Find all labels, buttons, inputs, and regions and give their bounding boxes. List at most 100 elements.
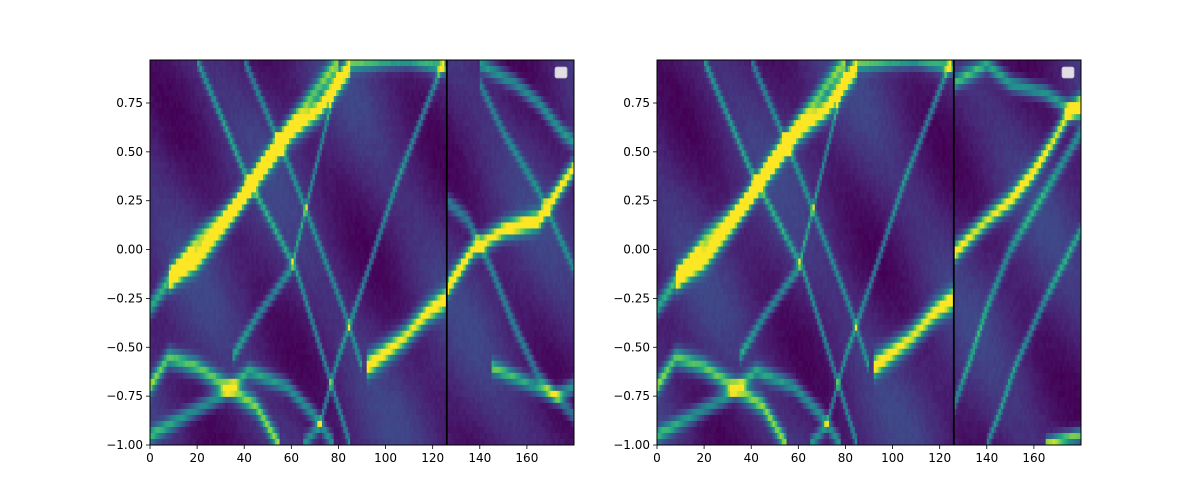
heatmap-cell (199, 204, 203, 211)
heatmap-cell (173, 60, 177, 67)
heatmap-cell (197, 390, 200, 398)
heatmap-cell (232, 390, 236, 398)
heatmap-cell (272, 180, 276, 187)
heatmap-cell (182, 198, 186, 205)
heatmap-cell (253, 264, 257, 271)
heatmap-cell (303, 108, 306, 115)
heatmap-cell (208, 228, 212, 235)
heatmap-cell (246, 378, 250, 386)
heatmap-cell (248, 66, 252, 73)
heatmap-cell (178, 150, 182, 157)
heatmap-cell (168, 108, 172, 115)
heatmap-cell (291, 288, 295, 296)
heatmap-panel-1: 0 20 40 60 80 100 120 140 160−1.00−0.75−0.50−0.2… (106, 59, 575, 465)
heatmap-cell (303, 378, 306, 386)
heatmap-cell (291, 246, 295, 253)
heatmap-cell (317, 336, 320, 344)
heatmap-cell (293, 126, 297, 133)
heatmap-cell (326, 234, 330, 241)
heatmap-cell (265, 378, 269, 386)
heatmap-cell (152, 402, 156, 410)
heatmap-cell (171, 288, 174, 296)
heatmap-cell (317, 120, 320, 127)
heatmap-cell (239, 294, 243, 302)
heatmap-cell (265, 138, 269, 145)
heatmap-cell (277, 426, 280, 434)
heatmap-cell (171, 252, 174, 259)
heatmap-cell (178, 402, 182, 410)
heatmap-cell (279, 390, 283, 398)
heatmap-cell (296, 144, 299, 151)
heatmap-cell (326, 168, 330, 175)
heatmap-cell (310, 252, 313, 259)
heatmap-cell (168, 354, 172, 362)
heatmap-cell (319, 432, 323, 440)
heatmap-cell (150, 426, 153, 434)
heatmap-cell (211, 414, 214, 422)
heatmap-cell (319, 108, 323, 115)
heatmap-cell (267, 282, 271, 289)
heatmap-cell (182, 348, 186, 356)
heatmap-cell (310, 108, 313, 115)
heatmap-cell (180, 414, 184, 422)
heatmap-cell (173, 294, 177, 302)
heatmap-cell (223, 432, 226, 440)
heatmap-cell (237, 306, 240, 314)
heatmap-cell (310, 348, 313, 356)
heatmap-cell (267, 96, 271, 103)
heatmap-cell (251, 66, 255, 73)
heatmap-cell (310, 420, 313, 428)
heatmap-cell (239, 252, 243, 259)
heatmap-cell (300, 252, 304, 259)
heatmap-cell (246, 354, 250, 362)
heatmap-cell (175, 204, 179, 211)
heatmap-cell (168, 336, 172, 344)
heatmap-cell (150, 414, 153, 422)
heatmap-cell (281, 210, 285, 217)
heatmap-cell (305, 168, 309, 175)
heatmap-cell (267, 66, 271, 73)
heatmap-cell (182, 294, 186, 302)
heatmap-cell (220, 72, 224, 79)
heatmap-cell (263, 414, 266, 422)
heatmap-cell (312, 360, 316, 368)
heatmap-cell (312, 246, 316, 253)
heatmap-cell (303, 90, 306, 97)
heatmap-cell (197, 306, 200, 314)
heatmap-cell (314, 336, 318, 344)
heatmap-cell (288, 348, 292, 356)
heatmap-cell (187, 396, 191, 404)
heatmap-cell (211, 288, 214, 296)
heatmap-cell (152, 156, 156, 163)
heatmap-cell (204, 180, 207, 187)
heatmap-cell (314, 210, 318, 217)
heatmap-cell (185, 252, 189, 259)
heatmap-cell (197, 258, 200, 265)
heatmap-cell (192, 384, 196, 392)
heatmap-cell (150, 420, 153, 428)
heatmap-cell (164, 372, 167, 380)
heatmap-cell (298, 96, 302, 103)
heatmap-cell (175, 246, 179, 253)
heatmap-cell (286, 426, 290, 434)
heatmap-cell (326, 90, 330, 97)
heatmap-cell (182, 414, 186, 422)
heatmap-cell (317, 240, 320, 247)
heatmap-cell (234, 438, 238, 446)
heatmap-cell (296, 306, 299, 314)
heatmap-cell (329, 432, 332, 440)
heatmap-cell (314, 360, 318, 368)
heatmap-cell (246, 246, 250, 253)
heatmap-cell (256, 252, 259, 259)
heatmap-cell (298, 114, 302, 121)
heatmap-cell (239, 126, 243, 133)
heatmap-cell (277, 384, 280, 392)
heatmap-cell (159, 72, 163, 79)
heatmap-cell (201, 66, 205, 73)
heatmap-cell (199, 270, 203, 277)
heatmap-cell (152, 180, 156, 187)
heatmap-cell (197, 282, 200, 289)
heatmap-cell (263, 180, 266, 187)
heatmap-cell (326, 198, 330, 205)
heatmap-cell (331, 348, 335, 356)
